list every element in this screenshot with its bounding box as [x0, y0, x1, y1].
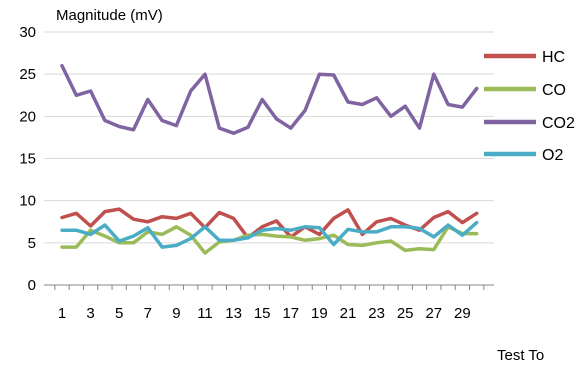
y-axis-label: Magnitude (mV) — [56, 7, 163, 24]
legend-label-co2: CO2 — [542, 115, 575, 132]
x-tick-label: 7 — [144, 305, 152, 322]
y-tick-label: 15 — [19, 151, 36, 168]
x-tick-label: 17 — [282, 305, 299, 322]
x-tick-label: 19 — [311, 305, 328, 322]
y-tick-label: 20 — [19, 108, 36, 125]
series-line-co — [60, 225, 479, 255]
x-tick-label: 27 — [425, 305, 442, 322]
y-tick-label: 30 — [19, 24, 36, 41]
x-tick-label: 5 — [115, 305, 123, 322]
gridlines — [44, 31, 494, 244]
x-tick-label: 23 — [368, 305, 385, 322]
series-lines — [60, 63, 479, 255]
legend-label-o2: O2 — [542, 147, 563, 164]
legend-label-hc: HC — [542, 49, 565, 66]
y-tick-label: 5 — [28, 235, 36, 252]
legend: HC CO CO2 O2 — [484, 49, 575, 164]
x-tick-label: 21 — [340, 305, 357, 322]
y-tick-label: 10 — [19, 193, 36, 210]
x-axis — [44, 284, 494, 290]
y-tick-label: 25 — [19, 66, 36, 83]
x-tick-label: 25 — [397, 305, 414, 322]
y-tick-label: 0 — [28, 277, 36, 294]
y-axis-tick-labels: 0 5 10 15 20 25 30 — [19, 24, 36, 294]
x-axis-label: Test To — [497, 347, 545, 364]
series-line-co2 — [60, 63, 479, 135]
x-tick-label: 1 — [58, 305, 66, 322]
x-tick-label: 15 — [254, 305, 271, 322]
series-line-o2 — [60, 220, 479, 249]
x-tick-label: 9 — [172, 305, 180, 322]
x-tick-label: 11 — [197, 305, 213, 322]
legend-label-co: CO — [542, 82, 566, 99]
x-tick-label: 13 — [225, 305, 242, 322]
x-tick-label: 3 — [86, 305, 94, 322]
x-axis-tick-labels: 1 3 5 7 9 11 13 15 17 19 21 23 25 27 29 — [58, 305, 471, 322]
x-tick-label: 29 — [454, 305, 471, 322]
